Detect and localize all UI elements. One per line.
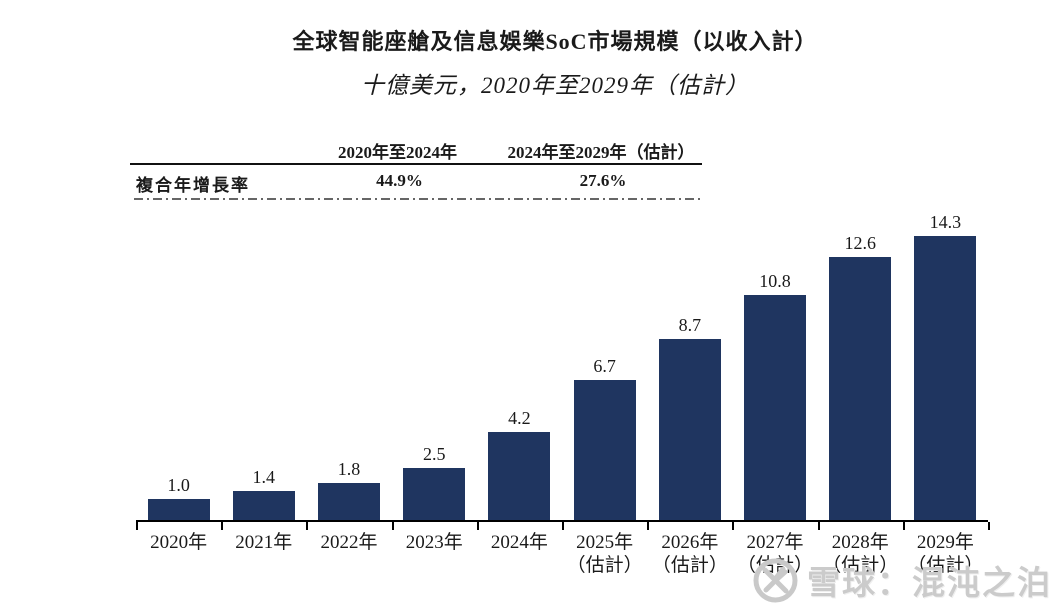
bar-value-label: 12.6 (844, 233, 876, 254)
bar-column-2029年: 14.3 (903, 212, 988, 520)
axis-tick (562, 522, 647, 530)
bar-column-2025年: 6.7 (562, 212, 647, 520)
bar-column-2022年: 1.8 (306, 212, 391, 520)
plot-area: 1.0 1.4 1.8 2.5 4.2 6.7 8.7 10.8 12.6 14.3 (136, 212, 988, 522)
x-axis-label: 2029年 （估計） (907, 532, 984, 576)
bar (488, 432, 551, 520)
cagr-col2-header: 2024年至2029年（估計） (507, 143, 695, 162)
x-axis-label: 2024年 (490, 532, 548, 553)
bar-value-label: 10.8 (759, 270, 791, 291)
chart-subtitle: 十億美元，2020年至2029年（估計） (361, 73, 749, 98)
x-axis-label: 2021年 (235, 532, 293, 553)
cagr-value-2020-2024: 44.9% (376, 171, 423, 190)
bar (232, 490, 295, 520)
snowball-logo-icon (753, 558, 798, 602)
axis-tick (221, 522, 306, 530)
bar-column-2026年: 8.7 (647, 212, 732, 520)
bar-value-label: 4.2 (508, 408, 531, 429)
axis-tick (817, 522, 903, 530)
cagr-col1-header: 2020年至2024年 (338, 143, 457, 162)
watermark-text: 雪球：混沌之泊 (807, 566, 1052, 602)
x-axis-label: 2026年 （估計） (651, 532, 728, 576)
bar (829, 257, 892, 520)
bar-value-label: 1.0 (167, 475, 190, 496)
x-axis-label: 2023年 (405, 532, 463, 553)
bar-value-label: 8.7 (678, 314, 702, 335)
x-axis-ticks (136, 522, 990, 530)
axis-tick (647, 522, 732, 530)
axis-tick (306, 522, 391, 530)
cagr-value-2024-2029: 27.6% (579, 171, 627, 190)
table-header-underline (130, 163, 702, 165)
bar-value-label: 1.4 (252, 466, 276, 487)
x-axis-label: 2028年 （估計） (822, 532, 899, 576)
dash-dot-divider (134, 198, 702, 200)
chart-title: 全球智能座艙及信息娛樂SoC市場規模（以收入計） (292, 29, 818, 54)
bar (744, 294, 807, 520)
bar (403, 467, 466, 520)
bar-value-label: 14.3 (929, 212, 962, 232)
bar (914, 236, 977, 520)
bar (147, 499, 210, 520)
bar (318, 482, 380, 520)
watermark: 雪球：混沌之泊 (752, 556, 1052, 604)
x-axis-label: 2022年 (320, 532, 378, 553)
bar-value-label: 2.5 (422, 443, 446, 464)
axis-tick (391, 522, 477, 530)
bar-column-2028年: 12.6 (818, 212, 903, 520)
axis-tick (902, 522, 988, 530)
bar-column-2027年: 10.8 (732, 212, 817, 520)
bar-column-2021年: 1.4 (221, 212, 306, 520)
bar-column-2020年: 1.0 (136, 212, 221, 520)
bar-column-2023年: 2.5 (392, 212, 477, 520)
x-axis-labels: 2020年 2021年 2022年 2023年 2024年 2025年 （估計） 2026年（… (136, 531, 988, 577)
axis-tick (476, 522, 562, 530)
bar-value-label: 6.7 (593, 356, 616, 377)
cagr-row-label: 複合年增長率 (136, 176, 250, 195)
x-axis-label: 2025年 （估計） (566, 532, 643, 576)
bar (573, 380, 636, 520)
bar-value-label: 1.8 (337, 458, 361, 479)
axis-tick (732, 522, 817, 530)
axis-tick (136, 522, 221, 530)
bar (658, 338, 721, 520)
bar-column-2024年: 4.2 (477, 212, 562, 520)
x-axis-label: 2020年 (150, 532, 208, 553)
